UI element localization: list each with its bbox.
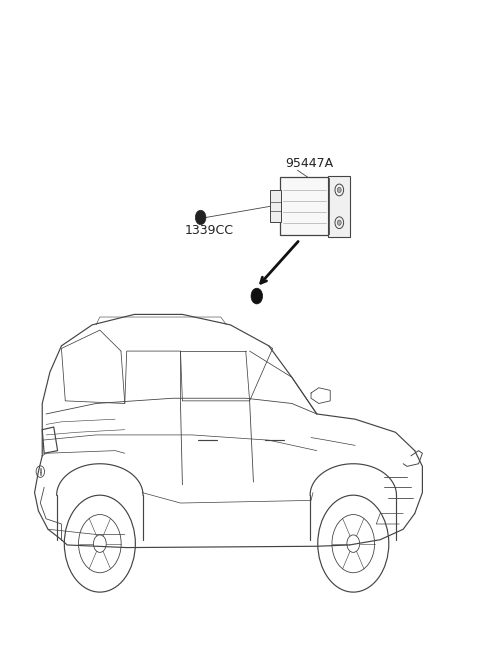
Text: 95447A: 95447A <box>286 157 334 170</box>
Circle shape <box>251 288 263 304</box>
FancyBboxPatch shape <box>280 177 330 235</box>
FancyBboxPatch shape <box>328 176 350 237</box>
Circle shape <box>195 210 206 225</box>
FancyBboxPatch shape <box>270 191 281 222</box>
Text: 1339CC: 1339CC <box>185 224 234 237</box>
Circle shape <box>337 187 341 193</box>
Circle shape <box>337 220 341 225</box>
